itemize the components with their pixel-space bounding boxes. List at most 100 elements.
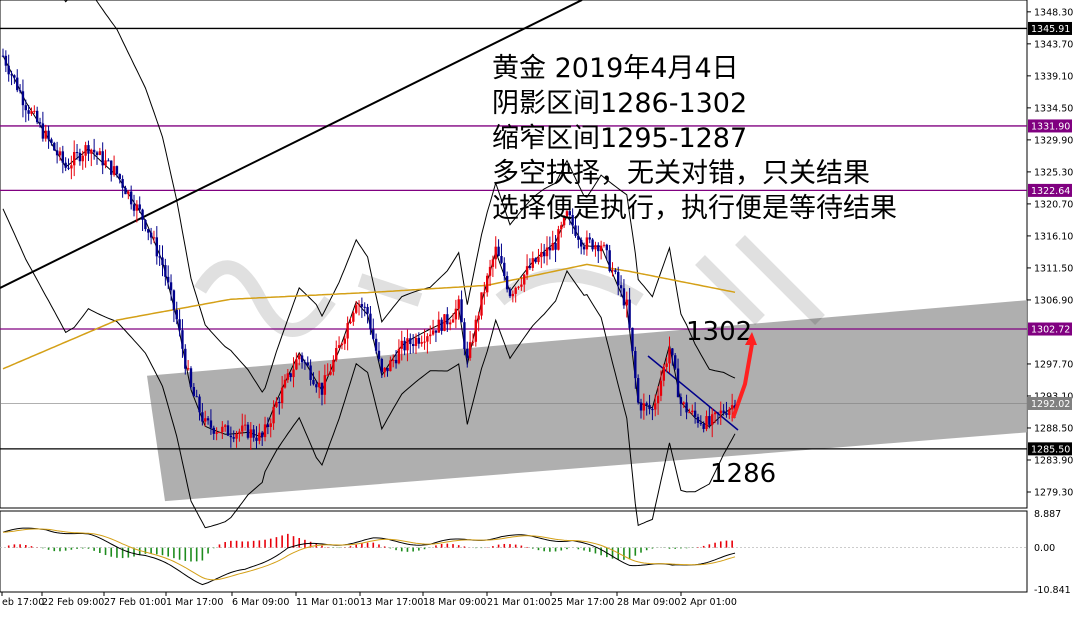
- candle-body: [92, 149, 96, 153]
- candle-body: [480, 292, 483, 316]
- candle-body: [708, 416, 711, 425]
- candle-body: [366, 307, 369, 314]
- candle-body: [198, 396, 201, 413]
- candle-body: [238, 431, 241, 434]
- osc-signal-line: [2, 528, 736, 581]
- candle-body: [55, 150, 59, 156]
- candle-body: [540, 252, 543, 258]
- candle-body: [275, 401, 278, 407]
- candle-body: [38, 122, 42, 124]
- candle-body: [386, 367, 389, 372]
- candle-body: [542, 252, 546, 257]
- candle-body: [30, 111, 33, 114]
- candle-body: [241, 425, 244, 432]
- candle-body: [223, 425, 227, 427]
- candle-body: [84, 145, 87, 156]
- candle-body: [440, 319, 443, 331]
- candle-body: [722, 410, 725, 413]
- price-tag-label-0: 1345.91: [1031, 24, 1070, 35]
- candle-body: [488, 266, 492, 276]
- price-tick-8: 1311.50: [1034, 263, 1073, 274]
- candle-body: [565, 211, 569, 217]
- candle-body: [124, 187, 127, 195]
- price-tick-9: 1306.90: [1034, 295, 1073, 306]
- candle-body: [195, 396, 198, 398]
- candle-body: [500, 256, 503, 263]
- candle-body: [699, 422, 703, 425]
- candle-body: [218, 432, 221, 434]
- candle-body: [235, 433, 238, 439]
- price-tag-1: [1028, 119, 1072, 133]
- candle-body: [486, 275, 489, 293]
- candle-body: [317, 382, 321, 388]
- candle-body: [531, 258, 534, 268]
- x-tick-9: 25 Mar 17:00: [551, 597, 614, 608]
- candle-body: [534, 258, 537, 263]
- candle-body: [181, 330, 184, 349]
- candle-body: [594, 245, 597, 250]
- candle-body: [711, 414, 714, 425]
- candle-body: [326, 374, 329, 376]
- candle-body: [383, 367, 386, 373]
- x-tick-10: 28 Mar 09:00: [617, 597, 680, 608]
- candle-body: [651, 409, 654, 411]
- candle-body: [591, 239, 594, 250]
- trendline-rising: [0, 0, 583, 289]
- candle-body: [320, 382, 324, 395]
- candle-body: [7, 65, 10, 75]
- candle-body: [730, 405, 734, 410]
- candle-body: [460, 299, 463, 323]
- candle-body: [206, 418, 210, 421]
- candle-body: [138, 204, 141, 210]
- candle-body: [468, 342, 472, 358]
- candle-body: [585, 237, 589, 250]
- candle-body: [354, 305, 358, 313]
- annotation-note-2: 选择便是执行，执行便是等待结果: [492, 193, 897, 224]
- candle-body: [446, 314, 449, 325]
- candle-body: [420, 342, 423, 344]
- candle-body: [127, 191, 130, 195]
- price-tick-13: 1283.90: [1034, 455, 1073, 466]
- candle-body: [246, 424, 250, 438]
- candle-body: [298, 355, 301, 360]
- price-tag-label-5: 1285.50: [1031, 444, 1070, 455]
- candle-body: [4, 55, 8, 66]
- oscillator-plot-frame: [0, 510, 1028, 593]
- candle-body: [272, 406, 275, 424]
- candle-body: [659, 380, 663, 396]
- candle-body: [255, 437, 258, 441]
- candle-body: [614, 270, 617, 272]
- candle-body: [303, 362, 307, 364]
- candle-body: [260, 432, 264, 438]
- candle-body: [497, 246, 500, 257]
- price-tick-7: 1316.10: [1034, 231, 1073, 242]
- price-tick-6: 1320.70: [1034, 199, 1073, 210]
- candle-body: [662, 366, 665, 381]
- level-label-1302: 1302: [686, 317, 752, 347]
- level-label-1286: 1286: [710, 459, 776, 489]
- x-tick-11: 2 Apr 01:00: [681, 597, 737, 608]
- candle-body: [201, 412, 204, 422]
- candle-body: [166, 276, 170, 283]
- price-tick-2: 1339.10: [1034, 71, 1073, 82]
- candle-body: [437, 319, 440, 333]
- candle-body: [426, 336, 429, 342]
- candle-body: [579, 239, 583, 247]
- candle-body: [269, 423, 272, 428]
- candle-body: [577, 235, 580, 240]
- candle-body: [18, 90, 22, 92]
- price-tick-14: 1279.30: [1034, 487, 1073, 498]
- candle-body: [340, 343, 344, 346]
- candle-body: [78, 152, 82, 162]
- candle-body: [597, 245, 600, 252]
- candle-body: [278, 401, 281, 404]
- price-tag-4: [1028, 396, 1072, 410]
- candle-body: [10, 74, 13, 76]
- osc-macd-line: [2, 527, 736, 586]
- annotation-range: 阴影区间1286-1302: [492, 88, 748, 119]
- candle-body: [158, 256, 161, 258]
- x-tick-4: 6 Mar 09:00: [232, 597, 289, 608]
- candle-body: [599, 245, 603, 252]
- candle-body: [90, 149, 93, 154]
- candle-body: [571, 215, 574, 226]
